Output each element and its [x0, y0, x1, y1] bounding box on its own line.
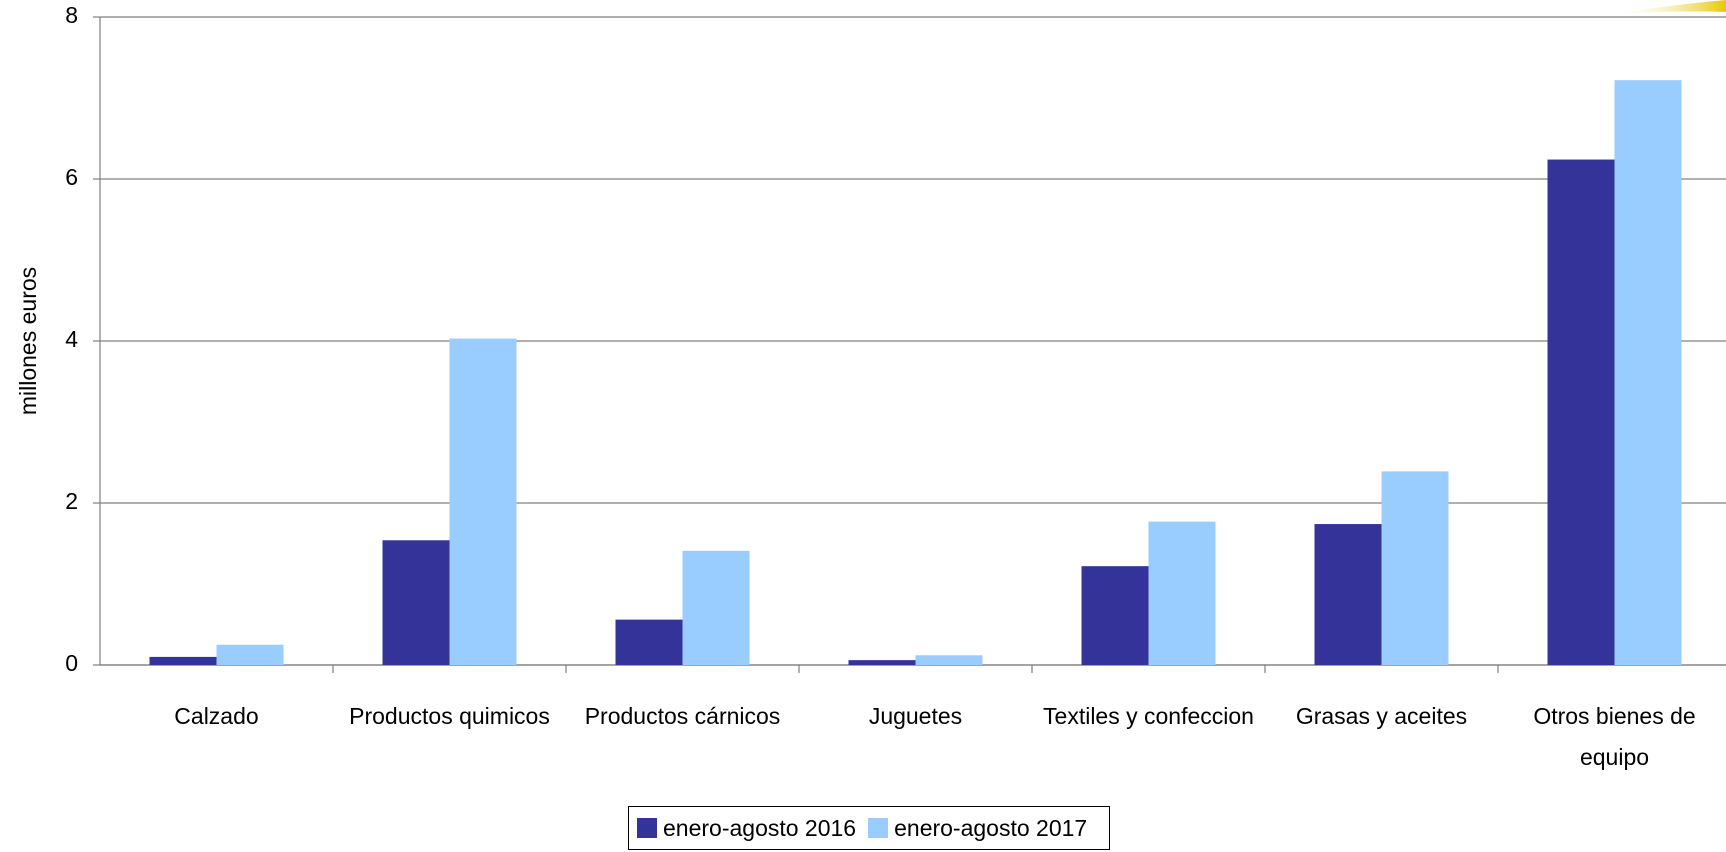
x-tick-label: Grasas y aceites [1295, 703, 1468, 729]
y-tick-label: 8 [65, 2, 78, 28]
bar [1314, 524, 1382, 665]
legend-item: enero-agosto 2017 [868, 815, 1087, 842]
x-tick-label: Productos cárnicos [584, 703, 781, 729]
legend-swatch [868, 818, 889, 838]
bar [915, 655, 983, 665]
bar [216, 644, 284, 665]
legend-item: enero-agosto 2016 [637, 815, 856, 842]
bar [1614, 80, 1682, 666]
legend-label: enero-agosto 2016 [663, 814, 857, 841]
x-tick-label: Productos quimicos [349, 703, 550, 729]
legend: enero-agosto 2016 enero-agosto 2017 [628, 806, 1111, 850]
x-tick-label: Juguetes [868, 703, 963, 729]
bar [848, 660, 916, 665]
y-tick-label: 2 [65, 488, 78, 514]
bar [1547, 159, 1615, 665]
bar [449, 338, 517, 665]
decoration [1610, 0, 1726, 14]
bar [1148, 521, 1216, 665]
bar [1081, 566, 1149, 665]
y-tick-label: 0 [65, 650, 78, 676]
bar [615, 619, 683, 665]
bar [1381, 471, 1449, 665]
bar [382, 540, 450, 665]
x-tick-label: Otros bienes de equipo [1533, 703, 1696, 770]
x-tick-label: Calzado [174, 703, 259, 729]
bar [682, 550, 750, 665]
legend-swatch [637, 818, 657, 838]
x-tick-label: Textiles y confeccion [1043, 703, 1254, 729]
legend-label: enero-agosto 2017 [894, 814, 1088, 841]
bar [149, 656, 217, 665]
y-axis-label: millones euros [15, 267, 41, 415]
y-tick-label: 6 [65, 164, 78, 190]
y-tick-label: 4 [65, 326, 78, 352]
